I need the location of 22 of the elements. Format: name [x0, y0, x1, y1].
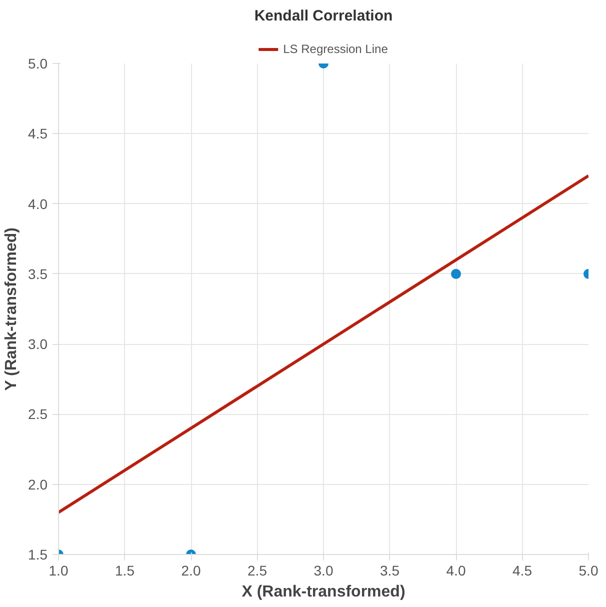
x-tick-label: 5.0	[578, 562, 598, 578]
y-tick-label: 2.0	[28, 476, 48, 492]
y-tick-label: 3.0	[28, 336, 48, 352]
y-tick-label: 3.5	[28, 266, 48, 282]
x-axis-title: X (Rank-transformed)	[242, 584, 406, 600]
point	[451, 268, 461, 279]
y-tick-label: 4.5	[28, 126, 48, 142]
x-tick-label: 1.0	[48, 562, 68, 578]
y-axis-title: Y (Rank-transformed)	[3, 227, 20, 391]
x-tick-label: 4.0	[446, 562, 466, 578]
x-tick-label: 4.5	[512, 562, 532, 578]
x-tick-label: 1.5	[115, 562, 135, 578]
legend-label: LS Regression Line	[283, 42, 388, 56]
x-tick-label: 3.5	[380, 562, 400, 578]
x-tick-label: 2.0	[181, 562, 201, 578]
x-tick-label: 3.0	[314, 562, 334, 578]
chart-title: Kendall Correlation	[254, 8, 393, 24]
y-tick-label: 1.5	[28, 546, 48, 562]
y-tick-label: 4.0	[28, 196, 48, 212]
x-tick-label: 2.5	[248, 562, 268, 578]
y-tick-label: 5.0	[28, 56, 48, 72]
y-tick-label: 2.5	[28, 406, 48, 422]
